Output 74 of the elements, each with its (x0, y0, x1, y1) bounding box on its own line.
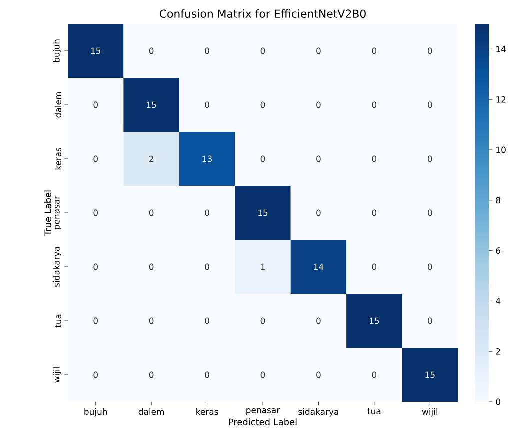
data-label: 0 (260, 48, 266, 54)
data-label: 15 (91, 48, 100, 54)
data-label: 0 (149, 372, 154, 378)
data-label: 0 (428, 264, 432, 270)
color-bar-label: 6 (496, 248, 501, 254)
y-tick-label: penasar (54, 196, 62, 230)
x-axis-title: Predicted Label (229, 418, 297, 426)
data-label: 0 (205, 48, 210, 54)
y-tick-label: sidakarya (53, 247, 62, 288)
color-bar-label: 12 (496, 96, 506, 103)
x-tick-label: dalem (138, 408, 164, 416)
data-label: 0 (428, 210, 432, 216)
data-label: 15 (370, 318, 380, 324)
data-label: 0 (94, 156, 98, 162)
data-label: 0 (149, 318, 154, 324)
chart-title: Confusion Matrix for EfficientNetV2B0 (160, 10, 366, 18)
color-bar-label: 2 (496, 348, 500, 355)
data-label: 0 (372, 372, 377, 378)
data-label: 0 (260, 318, 266, 324)
data-label: 0 (428, 48, 432, 54)
color-bar-label: 14 (496, 46, 506, 52)
data-label: 15 (258, 210, 268, 216)
data-label: 0 (205, 372, 210, 378)
data-label: 13 (202, 156, 212, 162)
data-label: 0 (94, 210, 98, 216)
data-label: 0 (428, 156, 432, 162)
data-label: 0 (94, 318, 98, 324)
data-label: 0 (316, 102, 321, 108)
y-tick-label: dalem (54, 92, 62, 118)
data-label: 1 (261, 264, 265, 270)
data-label: 2 (150, 156, 154, 162)
data-label: 0 (94, 102, 98, 108)
color-bar-label: 8 (496, 197, 500, 204)
x-tick-label: sidakarya (298, 408, 338, 417)
data-label: 0 (260, 372, 266, 378)
y-tick-label: wijil (53, 368, 62, 383)
data-label: 0 (149, 210, 154, 216)
x-tick-label: tua (368, 408, 381, 415)
x-tick-label: wijil (422, 408, 438, 417)
y-tick-label: tua (55, 314, 62, 328)
y-axis-title: True Label (44, 190, 52, 236)
data-label: 0 (260, 102, 266, 108)
data-label: 0 (316, 48, 321, 54)
data-label: 15 (147, 102, 156, 108)
data-label: 0 (205, 318, 210, 324)
data-label: 0 (205, 210, 210, 216)
data-label: 0 (205, 264, 210, 270)
data-label: 15 (426, 372, 435, 378)
data-label: 0 (372, 102, 377, 108)
data-label: 0 (94, 264, 98, 270)
x-tick-label: penasar (246, 408, 280, 416)
data-label: 0 (428, 318, 432, 324)
data-label: 0 (205, 102, 210, 108)
data-label: 0 (316, 156, 321, 162)
color-bar-label: 4 (496, 298, 501, 304)
data-label: 0 (260, 156, 266, 162)
data-label: 0 (372, 210, 377, 216)
data-label: 14 (314, 264, 324, 270)
data-label: 0 (372, 156, 377, 162)
data-label: 0 (94, 372, 98, 378)
data-label: 0 (316, 372, 321, 378)
x-tick-label: bujuh (84, 408, 108, 417)
x-tick-label: keras (196, 408, 218, 416)
y-tick-label: bujuh (53, 40, 62, 62)
data-label: 0 (372, 48, 377, 54)
color-bar-label: 10 (496, 146, 506, 154)
data-label: 0 (372, 264, 377, 270)
data-label: 0 (316, 210, 321, 216)
y-tick-label: keras (54, 148, 62, 170)
data-label: 0 (316, 318, 321, 324)
data-label: 0 (149, 48, 154, 54)
data-label: 0 (428, 102, 432, 108)
color-bar-label: 0 (496, 398, 501, 406)
data-label: 0 (149, 264, 154, 270)
